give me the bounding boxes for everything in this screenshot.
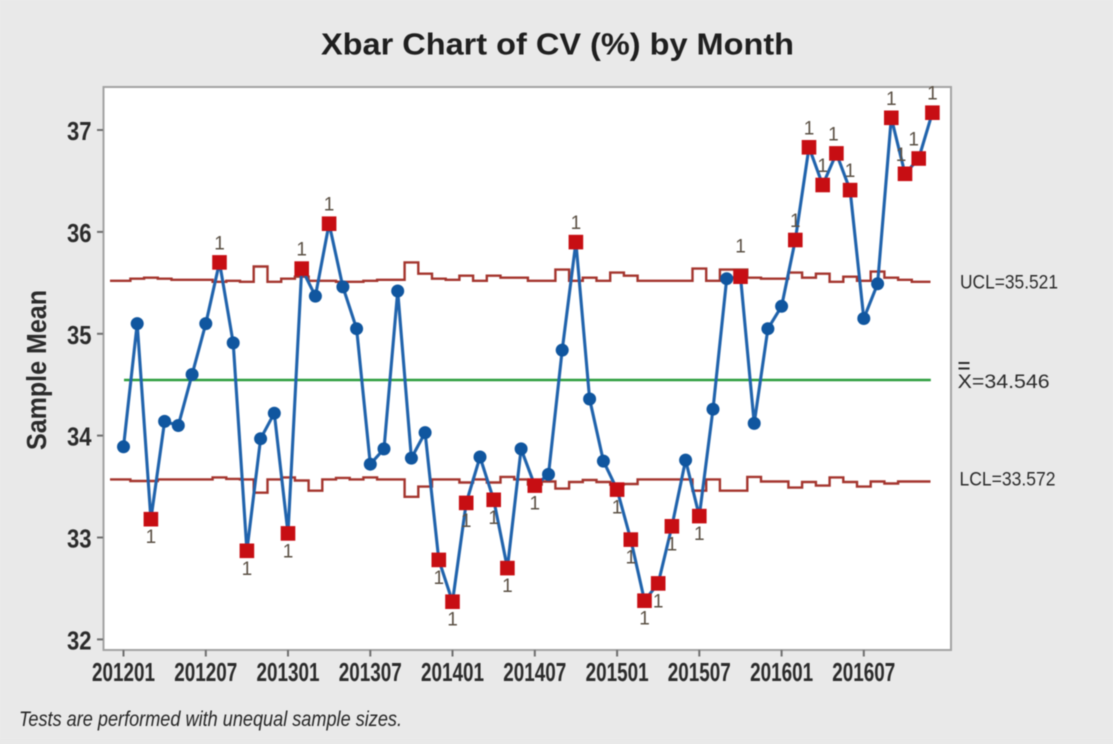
svg-text:1: 1 <box>804 118 815 139</box>
svg-text:Sample Mean: Sample Mean <box>21 290 52 450</box>
svg-text:1: 1 <box>530 494 541 515</box>
svg-text:Tests are performed with unequ: Tests are performed with unequal sample … <box>19 707 402 731</box>
svg-text:37: 37 <box>67 116 92 146</box>
svg-text:1: 1 <box>790 211 801 232</box>
svg-text:201507: 201507 <box>668 657 731 687</box>
svg-text:1: 1 <box>828 124 839 145</box>
svg-text:34: 34 <box>67 422 92 452</box>
svg-text:201407: 201407 <box>503 657 566 687</box>
svg-text:201501: 201501 <box>586 657 649 687</box>
svg-text:201401: 201401 <box>421 657 484 687</box>
svg-text:1: 1 <box>908 130 919 151</box>
svg-text:1: 1 <box>461 511 472 532</box>
svg-text:33: 33 <box>67 524 92 554</box>
svg-text:1: 1 <box>667 534 678 555</box>
svg-text:32: 32 <box>67 625 92 655</box>
svg-text:1: 1 <box>324 195 335 216</box>
svg-text:1: 1 <box>626 548 637 569</box>
svg-text:201207: 201207 <box>174 657 237 687</box>
svg-text:1: 1 <box>653 591 664 612</box>
svg-text:1: 1 <box>571 213 582 234</box>
svg-text:1: 1 <box>296 240 307 261</box>
svg-text:UCL=35.521: UCL=35.521 <box>960 272 1058 294</box>
svg-text:LCL=33.572: LCL=33.572 <box>960 469 1056 491</box>
svg-text:Xbar Chart of CV (%) by Month: Xbar Chart of CV (%) by Month <box>321 27 794 62</box>
svg-text:1: 1 <box>896 145 907 166</box>
svg-text:1: 1 <box>639 609 650 630</box>
svg-text:1: 1 <box>146 527 157 548</box>
svg-text:1: 1 <box>214 233 225 254</box>
svg-text:X=34.546: X=34.546 <box>958 371 1050 393</box>
svg-text:1: 1 <box>434 568 445 589</box>
svg-text:201301: 201301 <box>257 657 320 687</box>
svg-text:1: 1 <box>927 84 938 105</box>
svg-text:35: 35 <box>67 320 92 350</box>
svg-text:1: 1 <box>612 498 623 519</box>
svg-text:201201: 201201 <box>92 657 155 687</box>
svg-text:1: 1 <box>694 524 705 545</box>
svg-text:1: 1 <box>735 237 746 258</box>
svg-text:1: 1 <box>817 156 828 177</box>
svg-text:36: 36 <box>67 218 92 248</box>
svg-text:201601: 201601 <box>750 657 813 687</box>
svg-text:1: 1 <box>845 161 856 182</box>
svg-text:1: 1 <box>242 559 253 580</box>
svg-text:1: 1 <box>886 89 897 110</box>
svg-text:1: 1 <box>502 576 513 597</box>
svg-text:1: 1 <box>283 541 294 562</box>
svg-text:201607: 201607 <box>832 657 895 687</box>
svg-text:1: 1 <box>488 508 499 529</box>
svg-text:1: 1 <box>447 610 458 631</box>
svg-text:201307: 201307 <box>339 657 402 687</box>
